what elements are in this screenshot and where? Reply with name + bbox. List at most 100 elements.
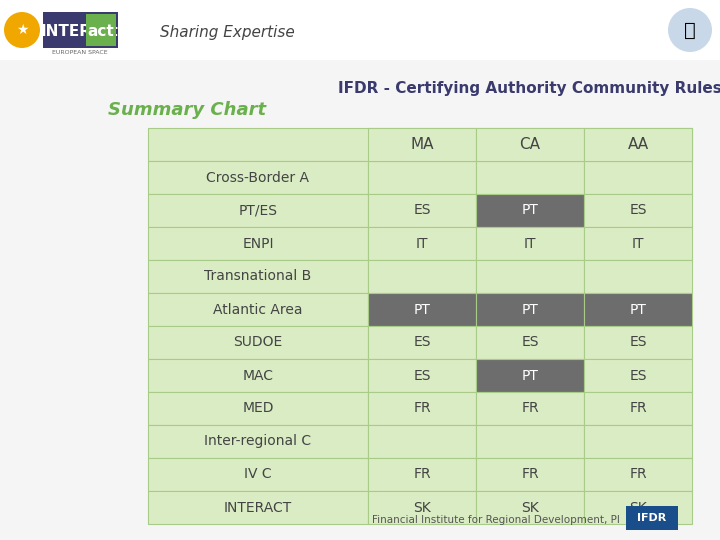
- Bar: [368, 425, 476, 458]
- Text: IFDR: IFDR: [637, 513, 667, 523]
- Text: ★: ★: [16, 23, 28, 37]
- Text: Transnational B: Transnational B: [204, 269, 312, 284]
- Bar: [43, 12, 118, 48]
- Text: IT: IT: [631, 237, 644, 251]
- Bar: [476, 359, 584, 392]
- Text: INTERACT: INTERACT: [224, 501, 292, 515]
- Text: Sharing Expertise: Sharing Expertise: [160, 24, 294, 39]
- Bar: [368, 326, 476, 359]
- Bar: [148, 260, 368, 293]
- Bar: [368, 161, 476, 194]
- Text: ES: ES: [629, 368, 647, 382]
- Bar: [368, 128, 476, 161]
- Text: act: act: [88, 24, 114, 39]
- Bar: [476, 425, 584, 458]
- Bar: [476, 326, 584, 359]
- Text: SK: SK: [521, 501, 539, 515]
- Text: FR: FR: [413, 468, 431, 482]
- Bar: [584, 161, 692, 194]
- Text: EUROPEAN SPACE: EUROPEAN SPACE: [52, 50, 108, 55]
- Text: AA: AA: [627, 137, 649, 152]
- Bar: [584, 458, 692, 491]
- Text: ENPI: ENPI: [242, 237, 274, 251]
- Bar: [148, 326, 368, 359]
- Text: FR: FR: [521, 468, 539, 482]
- Bar: [584, 392, 692, 425]
- Bar: [148, 458, 368, 491]
- Text: PT: PT: [521, 368, 539, 382]
- Bar: [476, 161, 584, 194]
- Text: IT: IT: [415, 237, 428, 251]
- Text: MA: MA: [410, 137, 433, 152]
- Text: ES: ES: [629, 335, 647, 349]
- Bar: [476, 194, 584, 227]
- Text: PT: PT: [413, 302, 431, 316]
- Bar: [476, 458, 584, 491]
- Bar: [476, 227, 584, 260]
- Text: PT: PT: [521, 302, 539, 316]
- Text: ES: ES: [521, 335, 539, 349]
- Text: SK: SK: [413, 501, 431, 515]
- Bar: [584, 425, 692, 458]
- Bar: [148, 194, 368, 227]
- Bar: [148, 392, 368, 425]
- Bar: [368, 491, 476, 524]
- Text: ES: ES: [629, 204, 647, 218]
- Text: Summary Chart: Summary Chart: [108, 101, 266, 119]
- Text: FR: FR: [629, 468, 647, 482]
- Bar: [86, 14, 116, 46]
- Text: ES: ES: [413, 335, 431, 349]
- Text: MED: MED: [242, 402, 274, 415]
- Bar: [0, 0, 720, 60]
- Text: ES: ES: [413, 368, 431, 382]
- Bar: [584, 491, 692, 524]
- Text: INTERact: INTERact: [41, 24, 119, 39]
- Text: 🌍: 🌍: [684, 21, 696, 39]
- Bar: [148, 491, 368, 524]
- Text: IV C: IV C: [244, 468, 272, 482]
- Bar: [584, 194, 692, 227]
- Circle shape: [668, 8, 712, 52]
- Text: MAC: MAC: [243, 368, 274, 382]
- Bar: [368, 227, 476, 260]
- Text: FR: FR: [521, 402, 539, 415]
- Bar: [476, 392, 584, 425]
- Text: CA: CA: [520, 137, 541, 152]
- Bar: [368, 260, 476, 293]
- Text: IFDR - Certifying Authority Community Rules: IFDR - Certifying Authority Community Ru…: [338, 80, 720, 96]
- Bar: [626, 506, 678, 530]
- Text: FR: FR: [629, 402, 647, 415]
- Text: SUDOE: SUDOE: [233, 335, 283, 349]
- Text: PT: PT: [521, 204, 539, 218]
- Text: Atlantic Area: Atlantic Area: [213, 302, 302, 316]
- Text: Cross-Border A: Cross-Border A: [207, 171, 310, 185]
- Text: Financial Institute for Regional Development, PI: Financial Institute for Regional Develop…: [372, 515, 620, 525]
- Bar: [148, 425, 368, 458]
- Bar: [368, 392, 476, 425]
- Text: PT/ES: PT/ES: [238, 204, 277, 218]
- Bar: [148, 359, 368, 392]
- Bar: [368, 293, 476, 326]
- Text: SK: SK: [629, 501, 647, 515]
- Bar: [368, 194, 476, 227]
- Text: Inter-regional C: Inter-regional C: [204, 435, 312, 449]
- Bar: [584, 326, 692, 359]
- Bar: [148, 161, 368, 194]
- Circle shape: [4, 12, 40, 48]
- Bar: [584, 227, 692, 260]
- Text: FR: FR: [413, 402, 431, 415]
- Bar: [368, 458, 476, 491]
- Bar: [148, 128, 692, 161]
- Bar: [148, 293, 368, 326]
- Text: IT: IT: [523, 237, 536, 251]
- Bar: [476, 491, 584, 524]
- Bar: [476, 293, 584, 326]
- Bar: [148, 227, 368, 260]
- Bar: [476, 260, 584, 293]
- Text: PT: PT: [629, 302, 647, 316]
- Bar: [476, 128, 584, 161]
- Bar: [584, 128, 692, 161]
- Bar: [584, 260, 692, 293]
- Bar: [368, 359, 476, 392]
- Text: ES: ES: [413, 204, 431, 218]
